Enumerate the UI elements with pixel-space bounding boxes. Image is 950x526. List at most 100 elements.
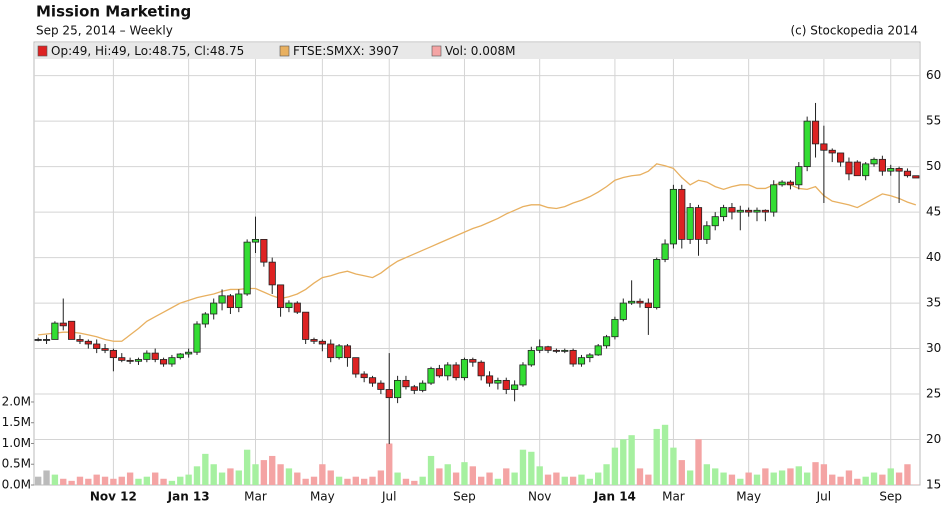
candle-body bbox=[268, 261, 276, 286]
volume-bar bbox=[553, 472, 560, 485]
volume-bar bbox=[160, 478, 167, 485]
volume-bar bbox=[277, 464, 284, 485]
volume-bar bbox=[85, 478, 92, 485]
candle-body bbox=[536, 346, 544, 351]
volume-bar bbox=[126, 472, 134, 485]
volume-bar bbox=[728, 474, 736, 485]
candle-body bbox=[594, 345, 602, 356]
candle-body bbox=[477, 361, 485, 377]
y2-tick-label: 2.0M bbox=[2, 394, 31, 408]
legend-swatch bbox=[431, 45, 442, 57]
legend-swatch bbox=[279, 45, 290, 57]
candle-body bbox=[402, 379, 410, 388]
volume-bar bbox=[235, 470, 242, 485]
x-tick-label: Jan 13 bbox=[167, 490, 210, 504]
candle-body bbox=[544, 346, 552, 351]
y-tick-label: 35 bbox=[926, 296, 941, 310]
candle-body bbox=[694, 207, 703, 240]
candle-body bbox=[803, 120, 811, 168]
axes: 15 20 25 30 35 40 45 50 55 60 0.0M 0.5M 1.0M 1.5M 2.0M… bbox=[2, 68, 942, 503]
volume-bar bbox=[411, 480, 418, 485]
candle-body bbox=[327, 343, 335, 359]
candle-body bbox=[511, 384, 519, 390]
candle-body bbox=[394, 379, 402, 399]
volume-bar bbox=[787, 468, 794, 485]
volume-bar bbox=[35, 476, 42, 485]
candle-body bbox=[644, 302, 652, 309]
volume-bar bbox=[670, 447, 677, 485]
candle-body bbox=[870, 158, 878, 165]
y-tick-label: 30 bbox=[926, 341, 941, 355]
candle-body bbox=[837, 152, 845, 163]
volume-bar bbox=[494, 478, 502, 485]
volume-bar bbox=[720, 472, 727, 485]
credit: (c) Stockopedia 2014 bbox=[790, 24, 918, 38]
candle-body bbox=[786, 181, 795, 186]
candle-body bbox=[761, 209, 769, 213]
candle-body bbox=[778, 181, 786, 186]
volume-bar bbox=[110, 478, 117, 485]
volume-bar bbox=[661, 424, 669, 485]
volume-bar bbox=[753, 474, 761, 485]
volume-bar bbox=[310, 476, 318, 485]
candle-body bbox=[360, 373, 368, 379]
candle-body bbox=[109, 349, 117, 359]
volume-bar bbox=[686, 470, 694, 485]
volume-bar bbox=[544, 474, 552, 485]
volume-bar bbox=[243, 449, 251, 485]
candle-body bbox=[561, 349, 569, 352]
volume-bar bbox=[595, 472, 602, 485]
candle-body bbox=[343, 345, 352, 359]
candle-body bbox=[260, 238, 268, 263]
volume-bar bbox=[377, 470, 385, 485]
candle-body bbox=[711, 216, 719, 227]
volume-bar bbox=[812, 462, 819, 485]
candle-body bbox=[485, 375, 494, 384]
candle-body bbox=[235, 293, 243, 309]
candle-body bbox=[853, 161, 861, 177]
volume-bar bbox=[369, 476, 376, 485]
y-tick-label: 50 bbox=[926, 159, 941, 173]
plot-area bbox=[33, 41, 921, 486]
volume-bar bbox=[202, 453, 209, 485]
candle-body bbox=[887, 168, 895, 172]
volume-bar bbox=[778, 470, 786, 485]
candle-body bbox=[745, 209, 753, 213]
volume-bar bbox=[511, 472, 518, 485]
candle-body bbox=[602, 336, 611, 347]
volume-bar bbox=[452, 472, 460, 485]
chart-title: Mission Marketing bbox=[36, 3, 191, 21]
candle-body bbox=[410, 386, 418, 391]
candle-body bbox=[912, 175, 920, 179]
index-line bbox=[38, 163, 917, 342]
volume-bar bbox=[628, 435, 635, 485]
candle-body bbox=[335, 345, 343, 359]
candle-body bbox=[251, 238, 260, 243]
volume-bar bbox=[302, 478, 309, 485]
candle-body bbox=[469, 359, 477, 363]
volume-bar bbox=[444, 464, 451, 485]
candle-body bbox=[703, 225, 711, 240]
candle-body bbox=[385, 389, 393, 399]
volume-bar bbox=[101, 476, 109, 485]
candle-body bbox=[302, 311, 310, 340]
volume-bar bbox=[386, 443, 393, 485]
volume-bar bbox=[519, 449, 527, 485]
volume-bar bbox=[185, 474, 192, 485]
volume-bar bbox=[427, 455, 435, 485]
y-tick-label: 40 bbox=[926, 250, 941, 264]
y-tick-label: 55 bbox=[926, 114, 941, 128]
volume-bar bbox=[60, 478, 67, 485]
candle-body bbox=[619, 302, 627, 320]
candle-body bbox=[68, 320, 76, 340]
candle-body bbox=[427, 368, 435, 384]
volume-bar bbox=[135, 478, 142, 485]
candle-body bbox=[828, 149, 836, 154]
volume-bar bbox=[586, 478, 594, 485]
volume-bar bbox=[712, 468, 719, 485]
candle-body bbox=[226, 295, 235, 309]
volume-bar bbox=[177, 476, 184, 485]
chart-subtitle: Sep 25, 2014 – Weekly bbox=[36, 24, 173, 38]
candle-body bbox=[586, 354, 594, 359]
